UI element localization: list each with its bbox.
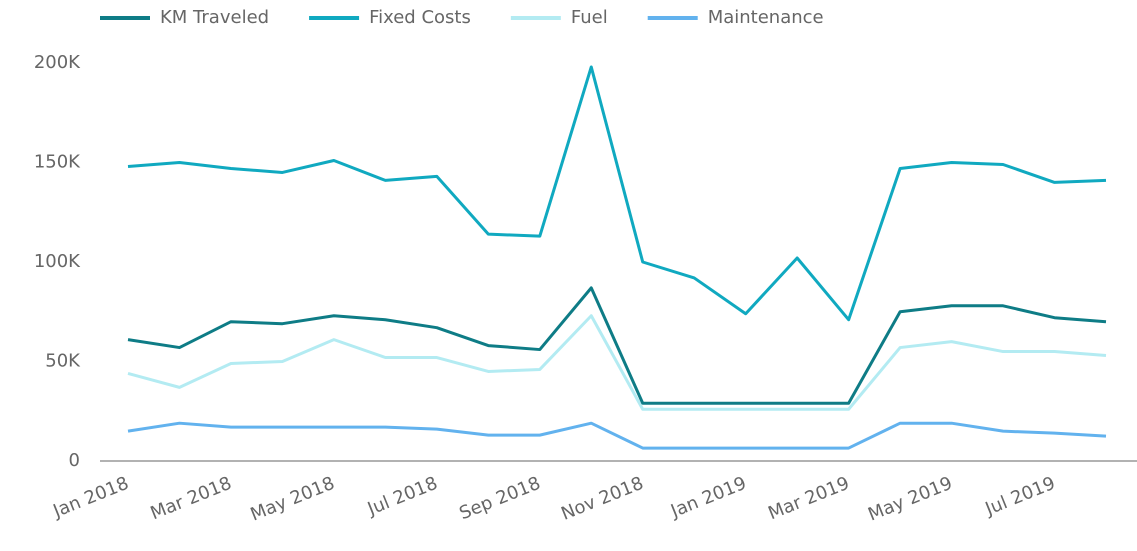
- legend-label: Fixed Costs: [369, 7, 471, 28]
- x-tick-label: Jan 2019: [667, 473, 749, 523]
- x-tick-label: Jul 2019: [982, 473, 1059, 520]
- x-tick-label: Mar 2019: [765, 473, 852, 524]
- x-tick-label: Jul 2018: [364, 473, 441, 520]
- series-line: [127, 286, 1107, 405]
- x-tick-label: Mar 2018: [148, 473, 235, 524]
- y-tick-label: 100K: [34, 251, 81, 272]
- series-line: [127, 314, 1107, 411]
- y-tick-label: 150K: [34, 152, 81, 173]
- y-tick-label: 200K: [34, 52, 81, 73]
- x-tick-label: Nov 2018: [558, 473, 646, 525]
- series-line: [127, 65, 1107, 322]
- y-tick-label: 50K: [45, 351, 81, 372]
- legend-label: Fuel: [571, 7, 608, 28]
- legend-label: Maintenance: [708, 7, 824, 28]
- x-tick-label: May 2018: [247, 473, 337, 526]
- x-tick-label: Sep 2018: [456, 473, 543, 524]
- x-tick-label: May 2019: [865, 473, 955, 526]
- legend-label: KM Traveled: [160, 7, 269, 28]
- x-tick-label: Jan 2018: [49, 473, 131, 523]
- y-tick-label: 0: [69, 450, 80, 471]
- series-line: [127, 421, 1107, 450]
